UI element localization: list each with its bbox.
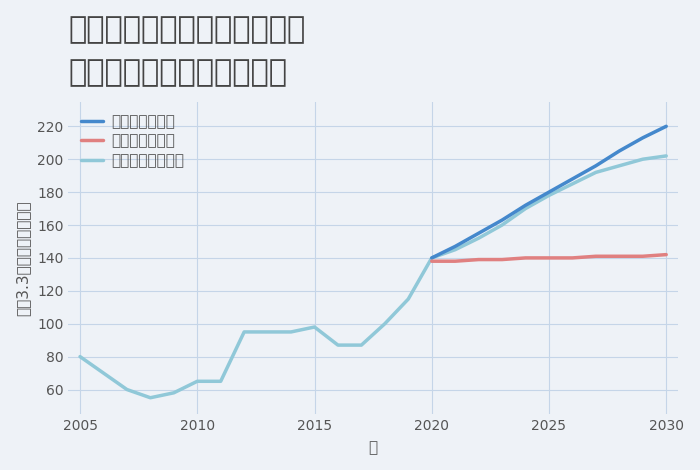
バッドシナリオ <box>662 252 671 258</box>
バッドシナリオ <box>475 257 483 262</box>
グッドシナリオ <box>545 189 553 195</box>
ノーマルシナリオ <box>498 222 506 228</box>
ノーマルシナリオ <box>146 395 155 400</box>
バッドシナリオ <box>592 253 600 259</box>
グッドシナリオ <box>428 255 436 261</box>
X-axis label: 年: 年 <box>369 440 378 455</box>
ノーマルシナリオ <box>592 170 600 175</box>
ノーマルシナリオ <box>193 378 202 384</box>
ノーマルシナリオ <box>451 247 459 252</box>
Legend: グッドシナリオ, バッドシナリオ, ノーマルシナリオ: グッドシナリオ, バッドシナリオ, ノーマルシナリオ <box>76 109 189 172</box>
バッドシナリオ <box>615 253 624 259</box>
ノーマルシナリオ <box>310 324 319 330</box>
グッドシナリオ <box>522 203 530 208</box>
ノーマルシナリオ <box>638 157 647 162</box>
グッドシナリオ <box>615 148 624 154</box>
ノーマルシナリオ <box>545 193 553 198</box>
ノーマルシナリオ <box>568 181 577 187</box>
ノーマルシナリオ <box>404 296 412 302</box>
ノーマルシナリオ <box>169 390 178 396</box>
ノーマルシナリオ <box>381 321 389 327</box>
Y-axis label: 平（3.3㎡）単価（万円）: 平（3.3㎡）単価（万円） <box>15 200 30 316</box>
Line: ノーマルシナリオ: ノーマルシナリオ <box>80 156 666 398</box>
ノーマルシナリオ <box>662 153 671 159</box>
ノーマルシナリオ <box>287 329 295 335</box>
ノーマルシナリオ <box>522 206 530 212</box>
ノーマルシナリオ <box>263 329 272 335</box>
バッドシナリオ <box>568 255 577 261</box>
ノーマルシナリオ <box>122 387 131 392</box>
Text: 大阪府大阪市住吉区長居東の
中古マンションの価格推移: 大阪府大阪市住吉区長居東の 中古マンションの価格推移 <box>69 15 306 87</box>
グッドシナリオ <box>568 176 577 182</box>
ノーマルシナリオ <box>240 329 248 335</box>
ノーマルシナリオ <box>615 163 624 169</box>
グッドシナリオ <box>592 163 600 169</box>
グッドシナリオ <box>638 135 647 141</box>
ノーマルシナリオ <box>76 354 84 360</box>
バッドシナリオ <box>428 258 436 264</box>
バッドシナリオ <box>545 255 553 261</box>
バッドシナリオ <box>498 257 506 262</box>
Line: グッドシナリオ: グッドシナリオ <box>432 126 666 258</box>
Line: バッドシナリオ: バッドシナリオ <box>432 255 666 261</box>
グッドシナリオ <box>498 217 506 223</box>
グッドシナリオ <box>475 230 483 236</box>
ノーマルシナリオ <box>428 255 436 261</box>
バッドシナリオ <box>451 258 459 264</box>
グッドシナリオ <box>451 243 459 249</box>
バッドシナリオ <box>638 253 647 259</box>
ノーマルシナリオ <box>216 378 225 384</box>
グッドシナリオ <box>662 124 671 129</box>
ノーマルシナリオ <box>334 342 342 348</box>
バッドシナリオ <box>522 255 530 261</box>
ノーマルシナリオ <box>475 235 483 241</box>
ノーマルシナリオ <box>357 342 365 348</box>
ノーマルシナリオ <box>99 370 108 376</box>
